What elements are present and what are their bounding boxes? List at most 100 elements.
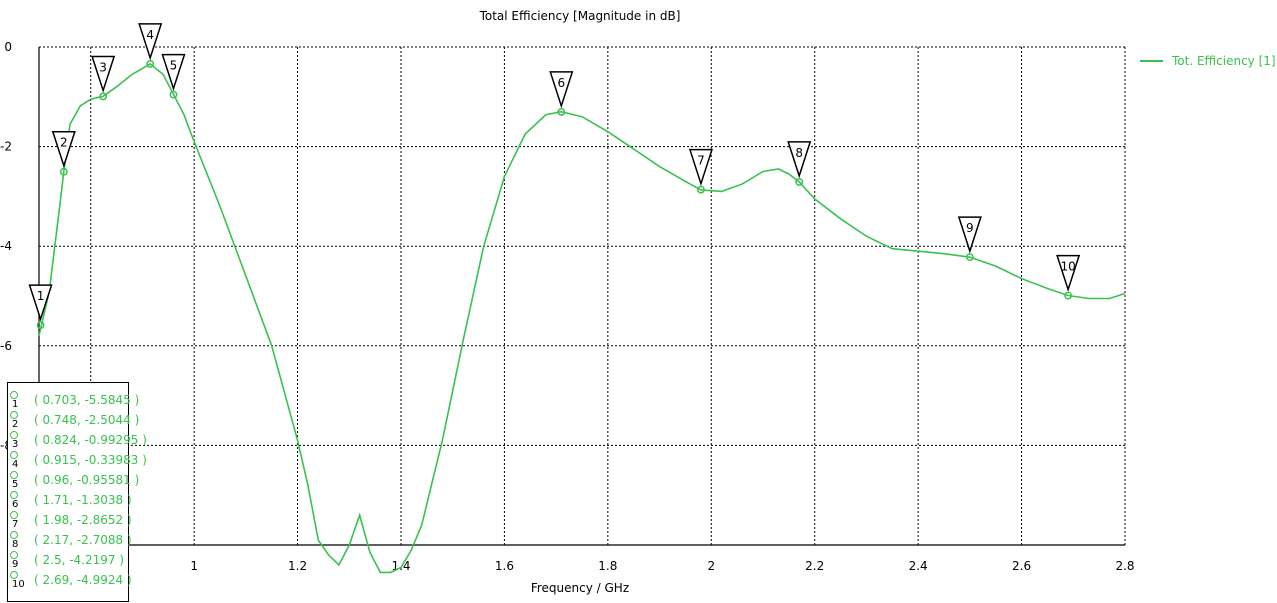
- x-tick-label: 1.2: [288, 559, 307, 573]
- legend: Tot. Efficiency [1]: [1140, 54, 1276, 68]
- marker-readout-row: 8 ( 2.17, -2.7088 ): [10, 531, 132, 551]
- marker-label: 1: [37, 289, 45, 303]
- marker-10: 10: [1056, 254, 1081, 300]
- marker-point: [1064, 291, 1073, 300]
- marker-point: [795, 177, 804, 186]
- marker-icon: [10, 491, 18, 499]
- marker-triangle: [161, 53, 186, 92]
- marker-label: 10: [1060, 260, 1075, 274]
- marker-triangle: [51, 130, 76, 169]
- marker-9: 9: [957, 216, 982, 262]
- marker-readout-row: 7 ( 1.98, -2.8652 ): [10, 511, 132, 531]
- marker-icon: [10, 431, 18, 439]
- marker-index: 10: [12, 579, 25, 590]
- marker-icon: [10, 571, 18, 579]
- marker-6: 6: [549, 71, 574, 116]
- marker-index: 8: [12, 539, 19, 550]
- marker-value: ( 2.17, -2.7088 ): [34, 533, 132, 547]
- marker-4: 4: [138, 23, 163, 68]
- marker-value: ( 0.748, -2.5044 ): [34, 413, 140, 427]
- marker-icon: [10, 551, 18, 559]
- marker-value: ( 0.915, -0.33983 ): [34, 453, 147, 467]
- marker-icon: [10, 411, 18, 419]
- marker-1: 1: [28, 284, 53, 330]
- marker-index: 1: [12, 399, 19, 410]
- marker-label: 2: [60, 136, 68, 150]
- marker-readout-row: 5 ( 0.96, -0.95581 ): [10, 471, 139, 491]
- marker-label: 8: [795, 146, 803, 160]
- y-tick-label: 0: [4, 40, 12, 54]
- marker-7: 7: [688, 148, 713, 194]
- marker-8: 8: [787, 141, 812, 186]
- marker-readout-box: 1 ( 0.703, -5.5845 ) 2 ( 0.748, -2.5044 ) 3 (…: [7, 382, 147, 602]
- chart-title: Total Efficiency [Magnitude in dB]: [479, 9, 681, 23]
- series-layer: [38, 62, 1126, 574]
- marker-triangle: [138, 23, 163, 61]
- marker-value: ( 1.71, -1.3038 ): [34, 493, 132, 507]
- marker-triangle: [787, 141, 812, 179]
- marker-value: ( 2.69, -4.9924 ): [34, 573, 132, 587]
- x-tick-label: 1.6: [495, 559, 514, 573]
- marker-icon: [10, 531, 18, 539]
- x-tick-label: 2.8: [1115, 559, 1134, 573]
- marker-point: [146, 59, 155, 68]
- y-tick-label: -8: [0, 438, 12, 452]
- marker-point: [36, 321, 45, 330]
- marker-triangle: [1056, 254, 1081, 293]
- marker-triangle: [91, 55, 116, 93]
- marker-label: 6: [557, 76, 565, 90]
- marker-value: ( 0.703, -5.5845 ): [34, 393, 140, 407]
- marker-index: 7: [12, 519, 19, 530]
- marker-value: ( 2.5, -4.2197 ): [34, 553, 125, 567]
- marker-index: 9: [12, 559, 19, 570]
- marker-label: 4: [146, 28, 154, 42]
- marker-icon: [10, 391, 18, 399]
- marker-index: 2: [12, 419, 19, 430]
- marker-index: 3: [12, 439, 19, 450]
- x-tick-label: 2: [707, 559, 715, 573]
- y-tick-label: -2: [0, 140, 12, 154]
- marker-index: 4: [12, 459, 19, 470]
- legend-label: Tot. Efficiency [1]: [1171, 54, 1276, 68]
- x-axis-label: Frequency / GHz: [531, 581, 629, 595]
- x-tick-label: 1.8: [598, 559, 617, 573]
- marker-icon: [10, 451, 18, 459]
- series-line: [38, 62, 1126, 574]
- marker-point: [696, 185, 705, 194]
- marker-value: ( 1.98, -2.8652 ): [34, 513, 132, 527]
- marker-layer: 1 2 3 4 5 6 7 8 9 10: [28, 23, 1081, 330]
- x-tick-label: 2.6: [1012, 559, 1031, 573]
- grid: [39, 46, 1126, 545]
- x-tick-label: 2.2: [805, 559, 824, 573]
- marker-readout-row: 2 ( 0.748, -2.5044 ): [10, 411, 139, 431]
- marker-2: 2: [51, 130, 76, 176]
- marker-5: 5: [161, 53, 186, 99]
- marker-readout-row: 9 ( 2.5, -4.2197 ): [10, 551, 128, 571]
- marker-readout-row: 6 ( 1.71, -1.3038 ): [10, 491, 132, 511]
- x-tick-label: 2.4: [909, 559, 928, 573]
- marker-label: 3: [99, 60, 107, 74]
- marker-point: [965, 253, 974, 262]
- marker-triangle: [28, 284, 53, 322]
- marker-index: 5: [12, 479, 19, 490]
- y-tick-label: -4: [0, 239, 12, 253]
- marker-triangle: [688, 148, 713, 187]
- marker-point: [99, 92, 108, 101]
- marker-triangle: [549, 71, 574, 109]
- marker-label: 5: [170, 59, 178, 73]
- marker-readout-row: 10 ( 2.69, -4.9924 ): [10, 571, 132, 591]
- x-tick-label: 1: [190, 559, 198, 573]
- marker-index: 6: [12, 499, 19, 510]
- marker-label: 7: [697, 154, 705, 168]
- marker-triangle: [957, 216, 982, 254]
- marker-icon: [10, 471, 18, 479]
- marker-readout-row: 1 ( 0.703, -5.5845 ): [10, 391, 139, 411]
- marker-point: [557, 107, 566, 116]
- marker-label: 9: [966, 221, 974, 235]
- marker-point: [59, 167, 68, 176]
- marker-readout-row: 3 ( 0.824, -0.99295 ): [10, 431, 147, 451]
- y-tick-label: -6: [0, 339, 12, 353]
- marker-readout-row: 4 ( 0.915, -0.33983 ): [10, 451, 147, 471]
